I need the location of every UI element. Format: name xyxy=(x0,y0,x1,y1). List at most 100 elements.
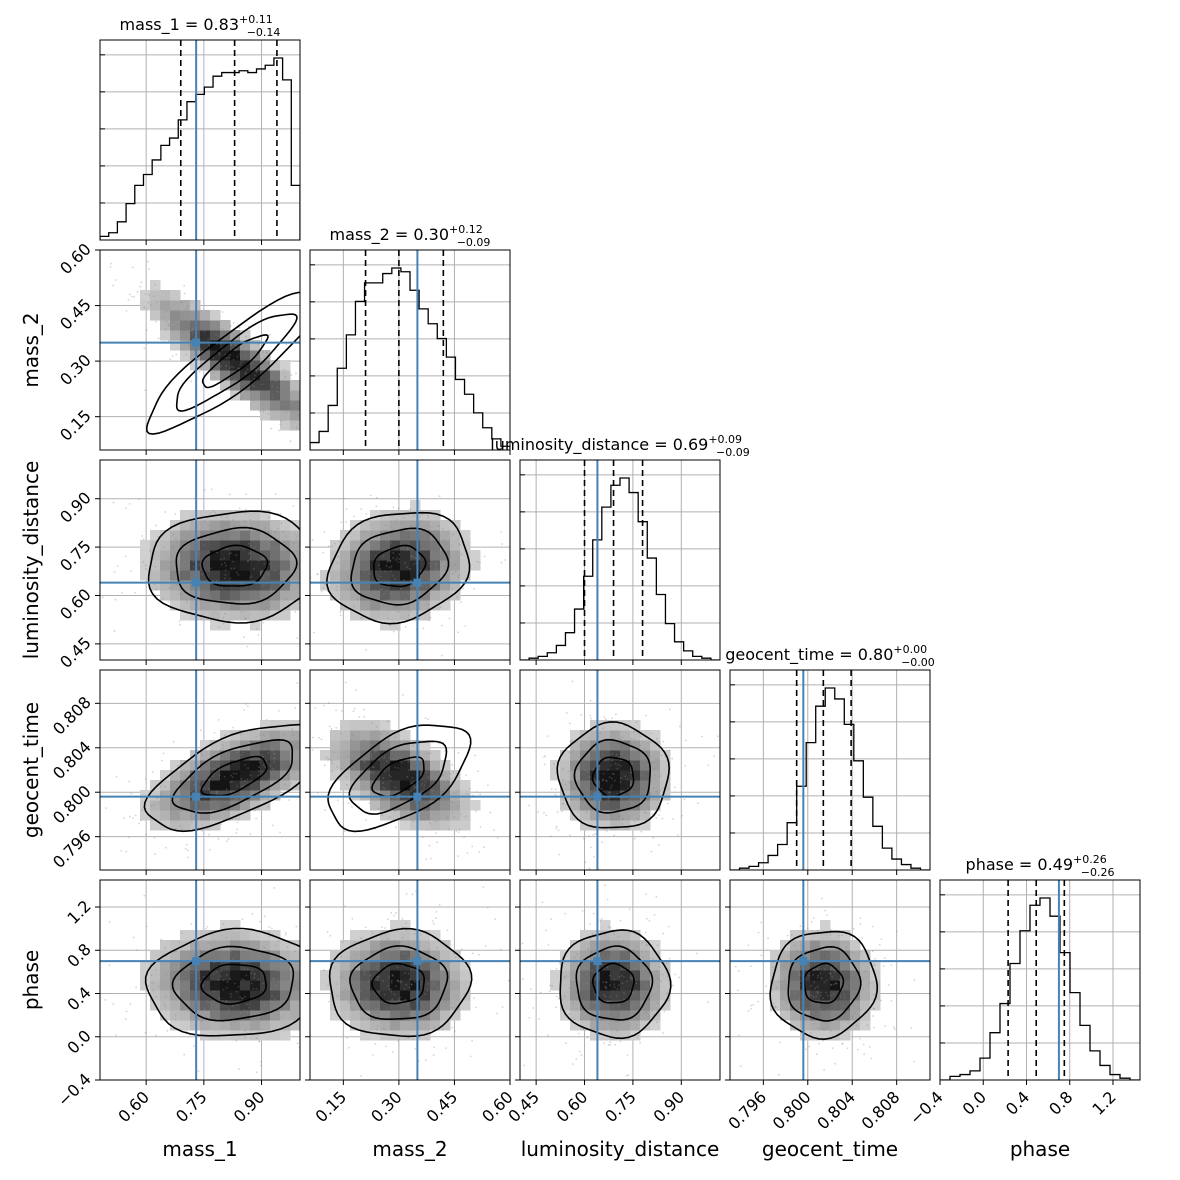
sample-point xyxy=(601,963,604,966)
sample-point xyxy=(632,949,635,951)
sample-point xyxy=(363,555,366,558)
density-bin xyxy=(290,940,300,951)
sample-point xyxy=(236,751,239,754)
panel-frame xyxy=(519,879,721,1081)
sample-point xyxy=(329,934,332,937)
sample-point xyxy=(799,980,802,983)
sample-point xyxy=(825,991,828,994)
sample-point xyxy=(280,767,283,770)
density-bin xyxy=(350,980,361,991)
density-bin xyxy=(430,570,441,581)
sample-point xyxy=(167,301,169,303)
density-bin xyxy=(260,530,271,541)
panel-frame xyxy=(729,879,931,1081)
density-bin xyxy=(400,970,411,981)
density-bin xyxy=(160,300,171,311)
density-bin xyxy=(440,590,451,601)
density-bin xyxy=(330,770,341,781)
sample-point xyxy=(438,742,440,745)
sample-point xyxy=(260,1064,263,1067)
sample-point xyxy=(163,546,166,548)
sample-point xyxy=(178,319,181,322)
density-bin xyxy=(270,1010,281,1021)
sample-point xyxy=(241,797,244,800)
title-plus: +0.12 xyxy=(449,223,483,236)
sample-point xyxy=(204,358,207,361)
density-bin xyxy=(560,960,571,971)
sample-point xyxy=(451,801,454,803)
sample-point xyxy=(648,807,651,809)
density-bin xyxy=(170,780,181,791)
density-bin xyxy=(280,420,291,431)
sample-point xyxy=(792,984,795,987)
contour-0 xyxy=(200,755,268,797)
sample-point xyxy=(463,836,465,839)
sample-point xyxy=(430,991,433,994)
density-bin xyxy=(560,760,571,771)
density-bin xyxy=(770,970,781,981)
density-bin xyxy=(380,990,391,1001)
density-bin xyxy=(210,330,221,341)
sample-point xyxy=(176,765,179,767)
density-bin xyxy=(770,960,781,971)
sample-point xyxy=(575,991,578,994)
sample-point xyxy=(404,922,407,925)
density-bin xyxy=(440,1000,451,1011)
density-bin xyxy=(280,520,291,531)
density xyxy=(320,720,481,831)
sample-point xyxy=(420,933,423,936)
sample-point xyxy=(568,751,571,754)
density-bin xyxy=(250,340,261,351)
density-bin xyxy=(620,970,631,981)
sample-point xyxy=(323,597,325,599)
sample-point xyxy=(265,718,268,721)
axis-label-luminosity_distance: luminosity_distance xyxy=(19,461,43,660)
sample-point xyxy=(841,1005,844,1007)
sample-point xyxy=(339,614,342,617)
sample-point xyxy=(375,505,378,508)
sample-point xyxy=(390,565,393,568)
sample-point xyxy=(640,830,643,833)
density-bin xyxy=(570,790,581,801)
sample-point xyxy=(434,969,437,972)
sample-point xyxy=(385,950,388,952)
sample-point xyxy=(569,798,572,801)
density-bin xyxy=(260,1020,271,1031)
density-bin xyxy=(210,550,221,561)
density-bin xyxy=(360,990,371,1001)
sample-point xyxy=(627,964,629,967)
sample-point xyxy=(587,949,590,951)
sample-point xyxy=(242,997,244,1000)
sample-point xyxy=(457,855,459,858)
sample-point xyxy=(494,918,496,920)
sample-point xyxy=(278,743,281,746)
density-bin xyxy=(210,520,221,531)
sample-point xyxy=(522,978,524,981)
sample-point xyxy=(407,761,410,763)
sample-point xyxy=(645,983,648,986)
truth-marker xyxy=(799,957,808,966)
density-bin xyxy=(390,540,401,551)
sample-point xyxy=(528,804,531,807)
density-bin xyxy=(160,780,171,791)
sample-point xyxy=(343,991,345,994)
sample-point xyxy=(402,952,405,955)
sample-point xyxy=(392,758,395,761)
sample-point xyxy=(246,645,249,648)
sample-point xyxy=(577,1032,580,1035)
sample-point xyxy=(306,536,308,538)
density-bin xyxy=(420,610,431,621)
sample-point xyxy=(207,539,210,541)
sample-point xyxy=(826,1008,829,1011)
density-bin xyxy=(200,510,211,521)
sample-point xyxy=(473,997,476,1000)
sample-point xyxy=(249,519,252,521)
sample-point xyxy=(292,504,295,507)
sample-point xyxy=(179,301,182,304)
sample-point xyxy=(774,1005,777,1008)
density-bin xyxy=(170,960,181,971)
sample-point xyxy=(646,969,648,972)
sample-point xyxy=(257,978,260,981)
sample-point xyxy=(428,562,431,565)
